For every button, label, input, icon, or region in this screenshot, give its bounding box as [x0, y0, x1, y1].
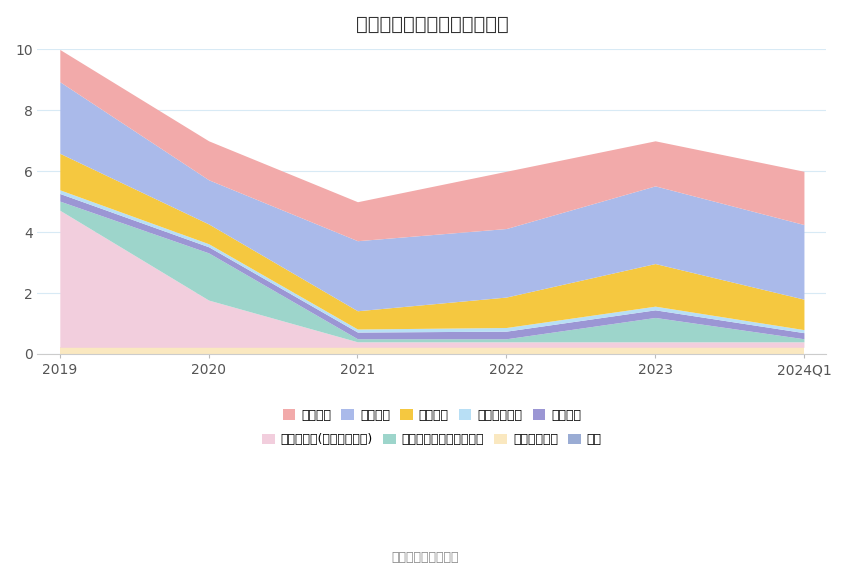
Legend: 其他应付款(含利息和股利), 一年内到期的非流动负债, 其他流动负债, 其它: 其他应付款(含利息和股利), 一年内到期的非流动负债, 其他流动负债, 其它 — [262, 434, 602, 446]
Title: 历年主要负债堆积图（亿元）: 历年主要负债堆积图（亿元） — [355, 15, 508, 34]
Text: 数据来源：恒生聚源: 数据来源：恒生聚源 — [391, 551, 459, 564]
